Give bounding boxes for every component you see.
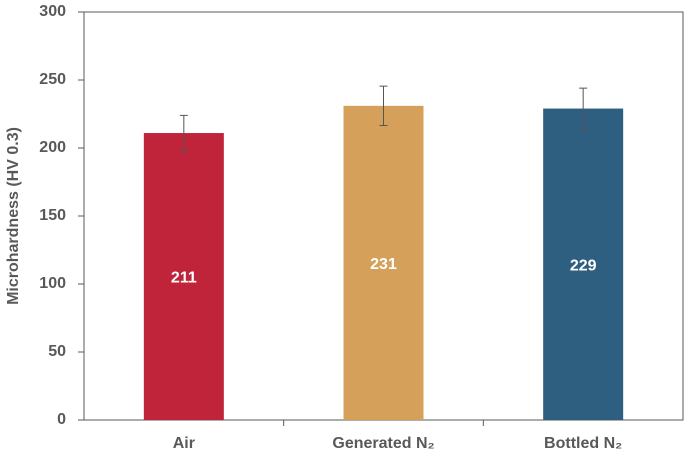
data-label: 231 xyxy=(370,256,397,273)
y-tick-label: 50 xyxy=(48,343,66,360)
error-bar xyxy=(179,114,188,152)
bar xyxy=(143,133,224,421)
x-tick-label: Air xyxy=(173,435,195,452)
x-tick-label: Generated N₂ xyxy=(332,435,434,452)
y-tick-label: 100 xyxy=(39,275,66,292)
y-tick-label: 250 xyxy=(39,71,66,88)
y-tick-label: 150 xyxy=(39,207,66,224)
y-tick-label: 300 xyxy=(39,3,66,20)
data-label: 211 xyxy=(171,270,197,287)
data-label: 229 xyxy=(570,257,597,274)
y-tick-label: 0 xyxy=(57,411,66,428)
bar xyxy=(343,105,424,420)
y-axis-title: Microhardness (HV 0.3) xyxy=(5,127,22,305)
error-bar xyxy=(379,85,388,127)
y-tick-label: 200 xyxy=(39,139,66,156)
x-tick-label: Bottled N₂ xyxy=(544,435,622,452)
error-bar xyxy=(579,87,588,130)
bar xyxy=(543,108,624,420)
